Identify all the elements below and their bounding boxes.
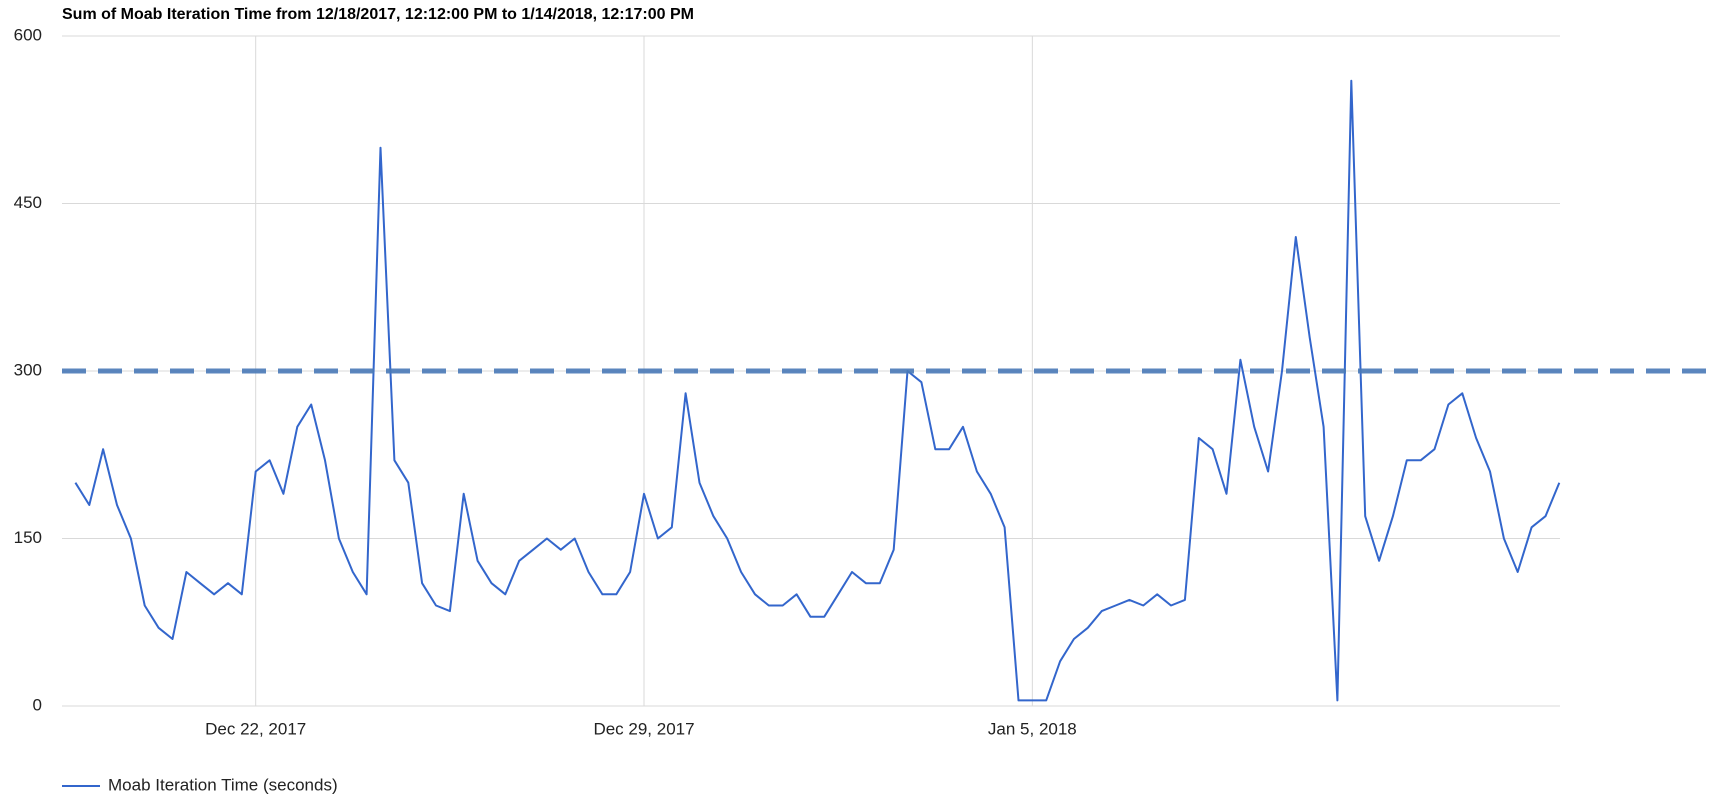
y-tick-label: 450 (14, 193, 42, 212)
y-tick-label: 600 (14, 25, 42, 44)
x-tick-label: Dec 29, 2017 (593, 719, 694, 738)
x-tick-label: Jan 5, 2018 (988, 719, 1077, 738)
chart-title: Sum of Moab Iteration Time from 12/18/20… (62, 6, 694, 23)
data-line (74, 79, 1561, 702)
y-tick-label: 300 (14, 360, 42, 379)
x-tick-label: Dec 22, 2017 (205, 719, 306, 738)
legend-label: Moab Iteration Time (seconds) (108, 775, 338, 794)
y-tick-label: 0 (33, 695, 42, 714)
y-tick-label: 150 (14, 528, 42, 547)
